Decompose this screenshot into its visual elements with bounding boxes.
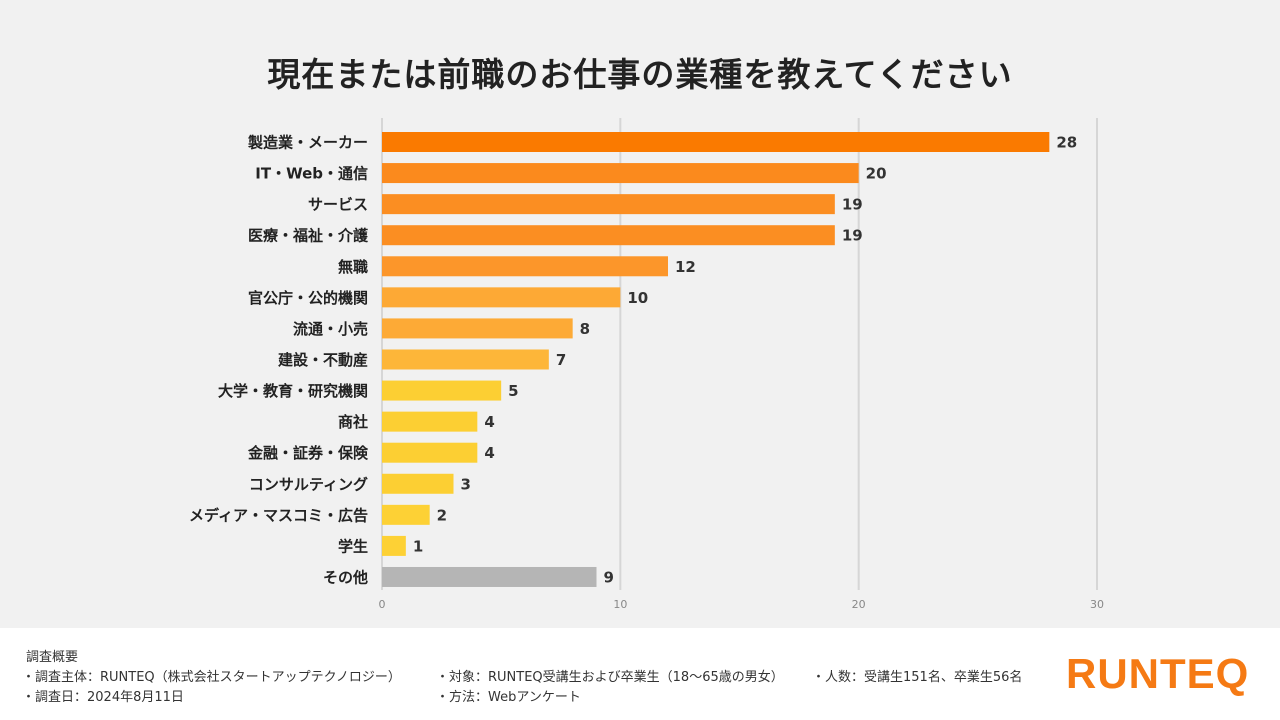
value-label: 4 <box>484 444 494 462</box>
x-tick-label: 0 <box>379 598 386 611</box>
category-label: 官公庁・公的機関 <box>248 289 368 307</box>
bar <box>382 349 549 370</box>
x-tick-label: 10 <box>613 598 627 611</box>
bar <box>382 380 502 401</box>
value-label: 12 <box>675 258 696 276</box>
value-label: 28 <box>1056 134 1077 152</box>
bar <box>382 442 478 463</box>
x-tick-label: 20 <box>852 598 866 611</box>
category-label: 建設・不動産 <box>278 351 368 369</box>
category-label: サービス <box>308 196 368 214</box>
x-tick-label: 30 <box>1090 598 1104 611</box>
value-label: 10 <box>627 289 648 307</box>
value-label: 1 <box>413 537 423 555</box>
category-label: コンサルティング <box>249 475 368 493</box>
category-label: IT・Web・通信 <box>255 165 368 183</box>
value-label: 5 <box>508 382 518 400</box>
value-label: 3 <box>461 475 471 493</box>
value-label: 19 <box>842 227 863 245</box>
survey-footer: 調査概要 ・調査主体：RUNTEQ（株式会社スタートアップテクノロジー） ・対象… <box>0 628 1280 720</box>
chart-title: 現在または前職のお仕事の業種を教えてください <box>267 55 1013 94</box>
bar <box>382 194 835 215</box>
survey-count: ・人数：受講生151名、卒業生56名 <box>812 670 1023 685</box>
category-label: 製造業・メーカー <box>247 134 368 152</box>
category-label: 商社 <box>338 413 368 431</box>
survey-method: ・方法：Webアンケート <box>436 690 581 705</box>
survey-date: ・調査日：2024年8月11日 <box>22 690 184 705</box>
survey-target: ・対象：RUNTEQ受講生および卒業生（18〜65歳の男女） <box>436 670 784 685</box>
category-label: 大学・教育・研究機関 <box>218 382 368 400</box>
bar <box>382 256 668 277</box>
bar <box>382 535 406 556</box>
runteq-logo: RUNTEQ <box>1066 650 1250 697</box>
category-label: 無職 <box>338 258 368 276</box>
bar <box>382 225 835 246</box>
bar <box>382 287 621 308</box>
value-label: 8 <box>580 320 590 338</box>
category-label: 医療・福祉・介護 <box>248 227 369 245</box>
value-label: 2 <box>437 506 447 524</box>
bar <box>382 132 1050 152</box>
value-label: 4 <box>484 413 494 431</box>
category-label: メディア・マスコミ・広告 <box>189 506 368 524</box>
bar <box>382 504 430 525</box>
bar <box>382 473 454 494</box>
value-label: 19 <box>842 196 863 214</box>
category-label: 学生 <box>338 537 368 555</box>
value-label: 20 <box>866 165 887 183</box>
category-label: 金融・証券・保険 <box>247 444 369 462</box>
bar <box>382 411 478 432</box>
bar <box>382 566 597 587</box>
survey-sponsor: ・調査主体：RUNTEQ（株式会社スタートアップテクノロジー） <box>22 670 401 685</box>
value-label: 9 <box>604 568 614 586</box>
survey-heading: 調査概要 <box>26 650 79 665</box>
chart-area: 現在または前職のお仕事の業種を教えてください 0 10 20 30 製造業・メーカー 28… <box>189 55 1104 611</box>
bar <box>382 163 859 184</box>
category-label: 流通・小売 <box>293 320 368 338</box>
bar <box>382 318 573 339</box>
category-label: その他 <box>323 568 368 586</box>
value-label: 7 <box>556 351 566 369</box>
